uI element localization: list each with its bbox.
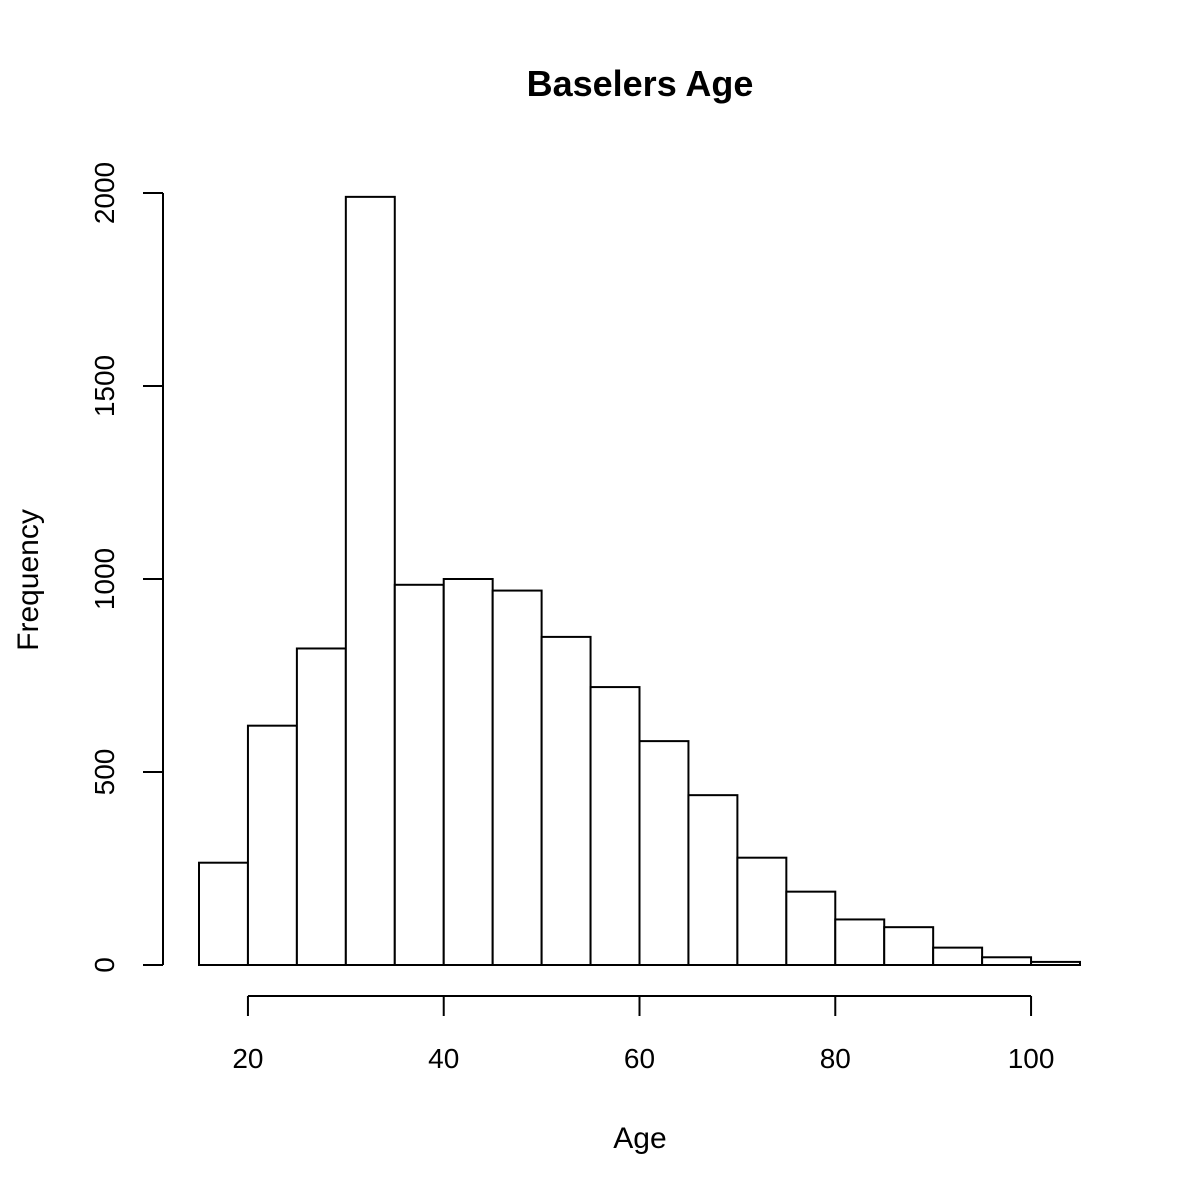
histogram-bar-60-65 (638, 740, 690, 966)
y-tick-label-500: 500 (89, 749, 120, 796)
y-tick-label-2000: 2000 (89, 162, 120, 224)
histogram-bar-95-100 (981, 956, 1033, 967)
histogram-bar-90-95 (932, 946, 984, 967)
x-tick-label-80: 80 (820, 1043, 851, 1074)
histogram-bar-70-75 (736, 856, 788, 967)
histogram-bar-40-45 (442, 578, 494, 966)
y-tick-label-1500: 1500 (89, 355, 120, 417)
y-axis-label: Frequency (12, 509, 45, 651)
x-tick-label-20: 20 (232, 1043, 263, 1074)
x-tick-label-60: 60 (624, 1043, 655, 1074)
x-axis: 20 40 60 80 100 (232, 995, 1055, 1074)
histogram-bar-75-80 (785, 890, 837, 966)
histogram-bar-15-20 (198, 861, 249, 967)
histogram-bar-100-105 (1030, 960, 1082, 966)
bars-group (198, 195, 1082, 967)
x-tick-label-40: 40 (428, 1043, 459, 1074)
y-tick-label-1000: 1000 (89, 548, 120, 610)
histogram-bar-25-30 (295, 647, 347, 966)
histogram-bar-85-90 (883, 926, 935, 966)
x-axis-label: Age (613, 1122, 666, 1155)
histogram-bar-55-60 (589, 686, 641, 967)
chart-title: Baselers Age (527, 63, 754, 104)
histogram-bar-50-55 (540, 635, 592, 967)
y-axis: 0 500 1000 1500 2000 (89, 162, 164, 973)
histogram-bar-35-40 (393, 583, 445, 966)
histogram-bar-20-25 (246, 724, 298, 966)
x-tick-label-100: 100 (1008, 1043, 1055, 1074)
y-tick-label-0: 0 (89, 957, 120, 973)
histogram-bar-65-70 (687, 794, 739, 966)
histogram-bar-30-35 (344, 195, 396, 967)
histogram-bar-80-85 (834, 918, 886, 967)
histogram-bar-45-50 (491, 589, 543, 967)
